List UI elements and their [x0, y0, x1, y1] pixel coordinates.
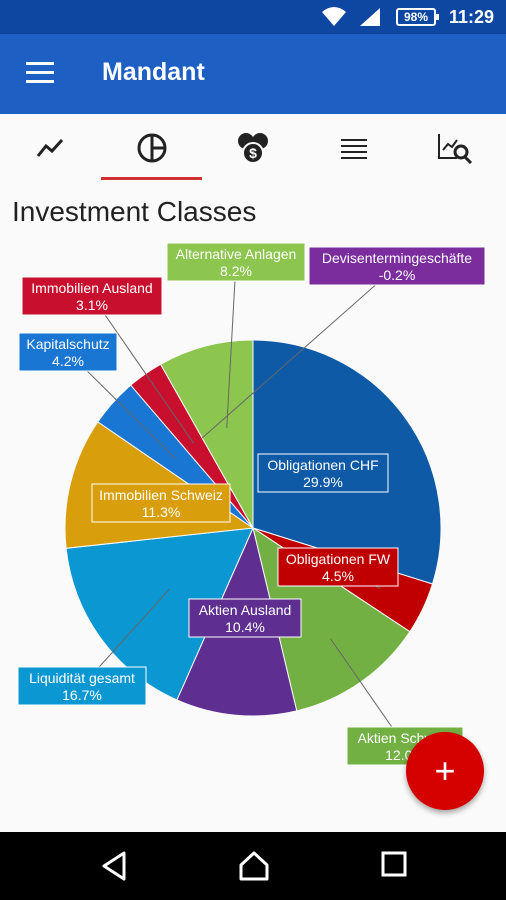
plus-icon: +	[434, 750, 456, 791]
leader-line	[91, 295, 195, 444]
tab-currency[interactable]: $	[202, 114, 303, 182]
app-title: Mandant	[102, 58, 205, 86]
line-chart-icon	[36, 138, 63, 157]
clock: 11:29	[448, 7, 494, 27]
pie-chart-icon	[137, 133, 166, 163]
list-icon	[340, 139, 367, 159]
battery-indicator: 98%	[396, 8, 439, 26]
slice-label-box	[308, 246, 486, 286]
slice-label-box	[21, 276, 163, 316]
add-button[interactable]: +	[406, 732, 484, 810]
slice-label-box	[166, 242, 306, 282]
slice-name-label: Liquidität gesamt	[29, 670, 135, 686]
tab-bar: $	[0, 114, 506, 182]
back-icon[interactable]	[100, 850, 128, 882]
slice-name-label: Alternative Anlagen	[176, 246, 297, 262]
slice-value-label: 4.5%	[322, 568, 354, 584]
slice-label-box	[18, 332, 118, 372]
slice-value-label: 10.4%	[225, 619, 265, 635]
signal-icon	[360, 8, 380, 26]
slice-label-box	[277, 547, 399, 587]
slice-name-label: Obligationen CHF	[267, 457, 378, 473]
slice-value-label: 8.2%	[220, 263, 252, 279]
slice-name-label: Kapitalschutz	[26, 336, 109, 352]
slice-label-box	[188, 598, 302, 638]
status-bar: 98% 11:29	[0, 0, 506, 34]
leader-line	[201, 265, 398, 439]
slice-value-label: 4.2%	[52, 353, 84, 369]
slice-name-label: Devisentermingeschäfte	[322, 250, 472, 266]
slice-value-label: 11.3%	[142, 504, 181, 520]
tab-list[interactable]	[303, 114, 404, 182]
slice-label-box	[17, 666, 147, 706]
leader-line	[226, 261, 237, 429]
slice-value-label: 16.7%	[62, 687, 102, 703]
slice-name-label: Aktien Ausland	[199, 602, 292, 618]
system-nav-bar	[0, 832, 506, 900]
recents-icon[interactable]	[380, 850, 408, 878]
section-title: Investment Classes	[12, 196, 257, 227]
currency-icon: $	[237, 133, 268, 164]
slice-label-box	[91, 483, 231, 523]
slice-value-label: -0.2%	[379, 267, 416, 283]
svg-text:$: $	[249, 145, 257, 161]
slice-label-box	[257, 453, 389, 493]
slice-value-label: 3.1%	[76, 297, 108, 313]
slice-value-label: 29.9%	[303, 474, 343, 490]
wifi-icon	[322, 7, 346, 26]
home-icon[interactable]	[238, 850, 270, 882]
chart-search-icon	[437, 134, 472, 164]
slice-name-label: Obligationen FW	[286, 551, 391, 567]
app-bar: Mandant	[0, 34, 506, 114]
tab-pie-chart[interactable]	[101, 114, 202, 182]
pie-slice	[65, 527, 254, 701]
tab-performance[interactable]	[0, 114, 101, 182]
tab-analysis[interactable]	[404, 114, 505, 182]
slice-name-label: Immobilien Ausland	[31, 280, 152, 296]
slice-name-label: Immobilien Schweiz	[99, 487, 223, 503]
menu-icon[interactable]	[26, 62, 54, 84]
